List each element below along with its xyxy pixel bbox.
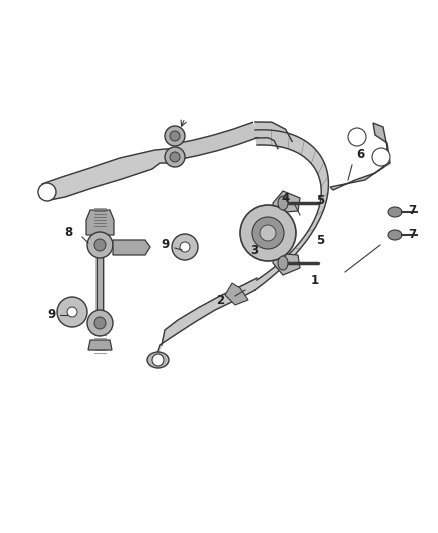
Circle shape xyxy=(38,183,56,201)
Polygon shape xyxy=(173,123,258,160)
Circle shape xyxy=(348,128,366,146)
Text: 4: 4 xyxy=(282,191,290,205)
Text: 6: 6 xyxy=(356,149,364,161)
Circle shape xyxy=(94,317,106,329)
Circle shape xyxy=(165,147,185,167)
Text: 5: 5 xyxy=(316,193,324,206)
Text: 7: 7 xyxy=(408,229,416,241)
Text: 7: 7 xyxy=(408,204,416,216)
Text: 9: 9 xyxy=(161,238,169,252)
Circle shape xyxy=(87,232,113,258)
Circle shape xyxy=(94,239,106,251)
Circle shape xyxy=(152,354,164,366)
Ellipse shape xyxy=(388,207,402,217)
Ellipse shape xyxy=(278,256,288,270)
Polygon shape xyxy=(255,122,292,149)
Circle shape xyxy=(165,126,185,146)
Polygon shape xyxy=(86,210,114,235)
Polygon shape xyxy=(40,148,178,200)
Circle shape xyxy=(240,205,296,261)
Polygon shape xyxy=(225,283,248,305)
Circle shape xyxy=(67,307,77,317)
Circle shape xyxy=(372,148,390,166)
Circle shape xyxy=(180,242,190,252)
Circle shape xyxy=(87,310,113,336)
Polygon shape xyxy=(273,253,300,275)
Polygon shape xyxy=(113,240,150,255)
Text: 9: 9 xyxy=(48,309,56,321)
Text: 2: 2 xyxy=(216,294,224,306)
Polygon shape xyxy=(255,130,328,290)
Text: 5: 5 xyxy=(316,233,324,246)
Ellipse shape xyxy=(388,230,402,240)
Ellipse shape xyxy=(278,196,288,210)
Circle shape xyxy=(170,131,180,141)
Circle shape xyxy=(170,152,180,162)
Polygon shape xyxy=(273,191,300,213)
Circle shape xyxy=(57,297,87,327)
Circle shape xyxy=(252,217,284,249)
Polygon shape xyxy=(155,278,257,360)
Polygon shape xyxy=(330,123,390,190)
Polygon shape xyxy=(88,340,112,350)
Circle shape xyxy=(260,225,276,241)
Circle shape xyxy=(172,234,198,260)
Text: 1: 1 xyxy=(311,273,319,287)
Text: 8: 8 xyxy=(64,225,72,238)
Ellipse shape xyxy=(147,352,169,368)
Text: 3: 3 xyxy=(250,244,258,256)
